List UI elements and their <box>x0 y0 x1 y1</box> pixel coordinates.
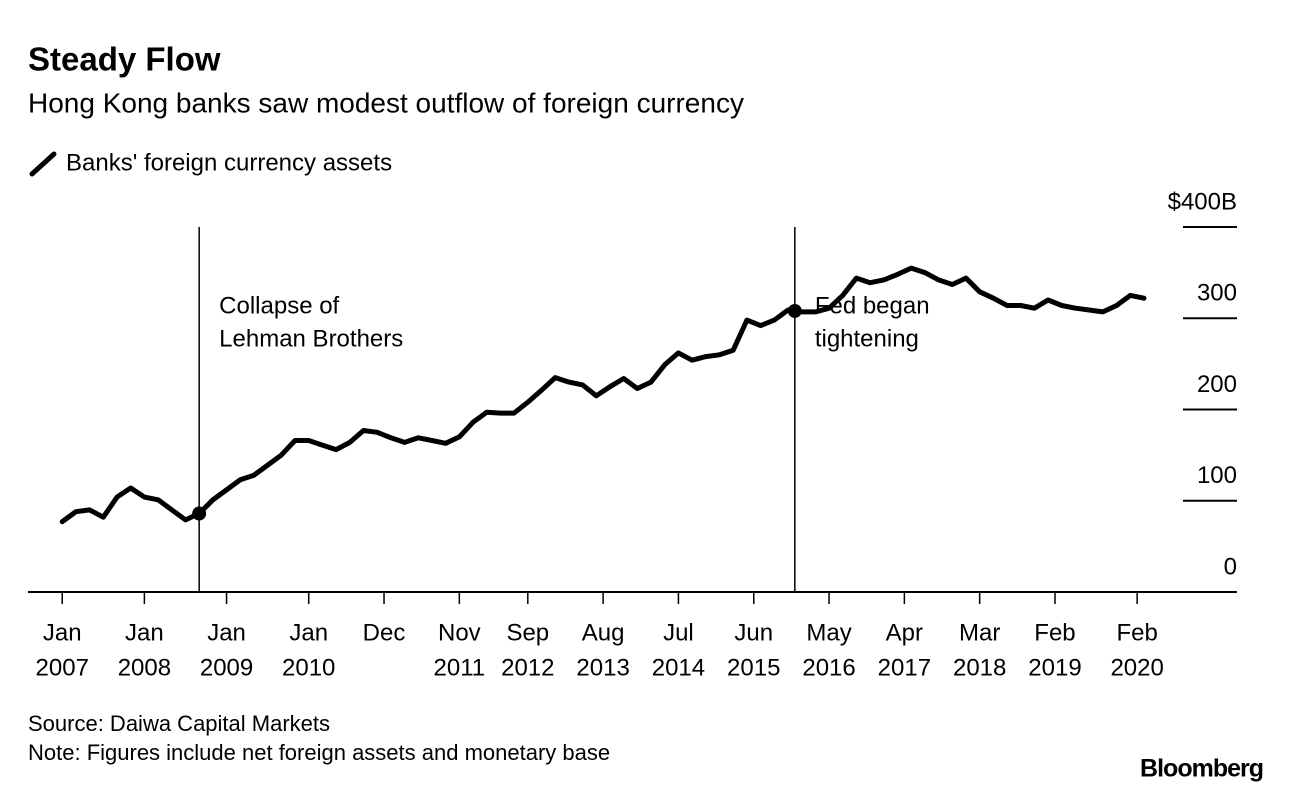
annotation-dot <box>787 303 802 318</box>
x-tick-label: Apr <box>886 619 923 646</box>
annotation-text: Lehman Brothers <box>219 325 403 352</box>
x-tick-label: Jul <box>663 619 694 646</box>
x-tick-label: 2018 <box>953 654 1006 681</box>
x-tick-label: 2008 <box>118 654 171 681</box>
annotation-text: tightening <box>815 325 919 352</box>
x-tick-label: Jan <box>207 619 246 646</box>
x-tick-label: Jan <box>125 619 164 646</box>
chart-subtitle: Hong Kong banks saw modest outflow of fo… <box>28 87 744 118</box>
chart-title: Steady Flow <box>28 41 221 78</box>
note: Note: Figures include net foreign assets… <box>28 740 610 765</box>
y-tick-label: $400B <box>1168 188 1237 215</box>
legend-label: Banks' foreign currency assets <box>66 149 392 176</box>
x-tick-label: 2017 <box>878 654 931 681</box>
source: Source: Daiwa Capital Markets <box>28 711 330 736</box>
annotation-dot <box>192 506 207 521</box>
y-tick-label: 100 <box>1197 462 1237 489</box>
x-tick-label: Sep <box>506 619 549 646</box>
x-tick-label: 2010 <box>282 654 335 681</box>
annotation-text: Collapse of <box>219 292 339 319</box>
x-tick-label: 2013 <box>576 654 629 681</box>
x-tick-label: Jun <box>734 619 773 646</box>
x-tick-label: 2019 <box>1028 654 1081 681</box>
x-tick-label: 2007 <box>36 654 89 681</box>
x-tick-label: May <box>806 619 851 646</box>
x-tick-label: 2009 <box>200 654 253 681</box>
x-tick-label: 2015 <box>727 654 780 681</box>
x-tick-label: 2012 <box>501 654 554 681</box>
x-tick-label: 2014 <box>652 654 705 681</box>
x-tick-label: Feb <box>1034 619 1075 646</box>
y-tick-label: 300 <box>1197 280 1237 307</box>
x-tick-label: Jan <box>43 619 82 646</box>
x-tick-label: 2016 <box>802 654 855 681</box>
credit: Bloomberg <box>1140 755 1263 783</box>
x-tick-label: Dec <box>363 619 406 646</box>
y-tick-label: 200 <box>1197 371 1237 398</box>
x-tick-label: Nov <box>438 619 481 646</box>
x-tick-label: Feb <box>1116 619 1157 646</box>
legend-swatch <box>29 151 57 177</box>
x-tick-label: Mar <box>959 619 1000 646</box>
x-tick-label: 2020 <box>1110 654 1163 681</box>
y-tick-label: 0 <box>1224 553 1237 580</box>
x-tick-label: 2011 <box>434 654 486 681</box>
x-tick-label: Jan <box>289 619 328 646</box>
x-tick-label: Aug <box>582 619 625 646</box>
series-line <box>59 265 1147 525</box>
